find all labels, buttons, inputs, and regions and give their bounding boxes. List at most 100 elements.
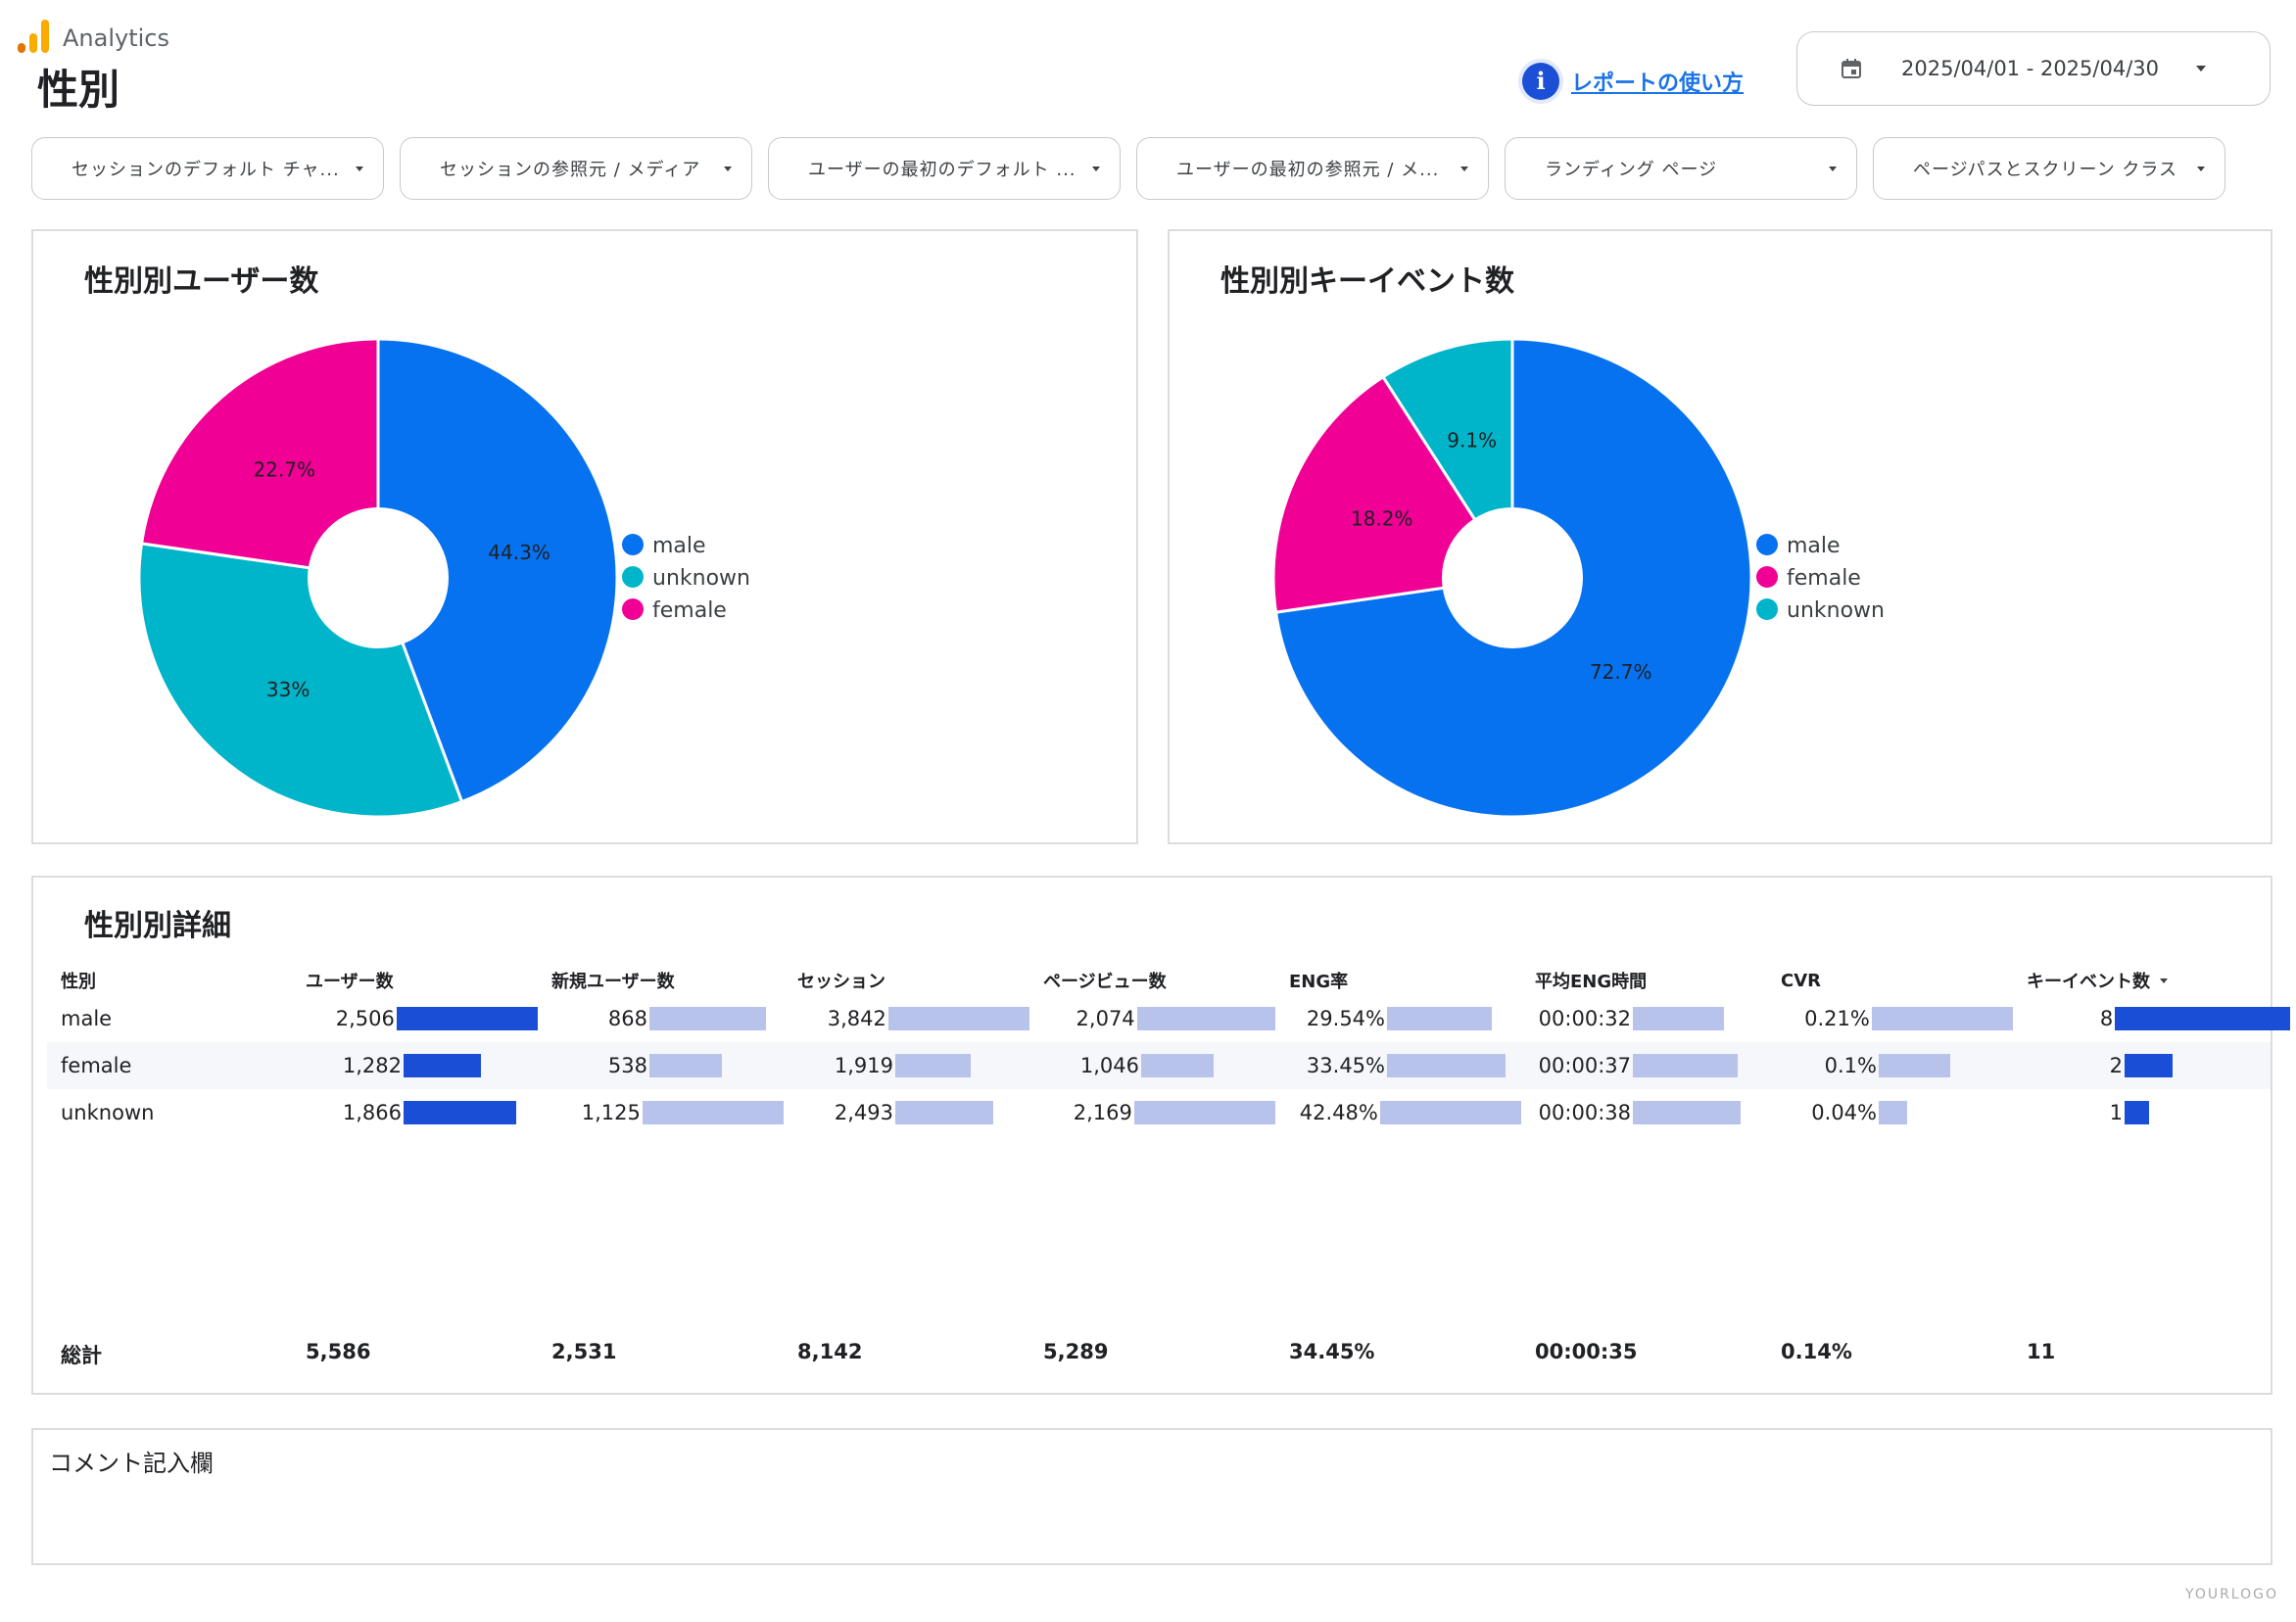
metric-bar xyxy=(1141,1054,1214,1077)
date-range-picker[interactable]: 2025/04/01 - 2025/04/30 xyxy=(1796,31,2271,106)
chevron-down-icon xyxy=(724,166,732,171)
filter-first-user-default-channel[interactable]: ユーザーの最初のデフォルト ... xyxy=(768,137,1121,200)
filter-label: ユーザーの最初の参照元 / メ... xyxy=(1176,160,1440,180)
filter-label: ユーザーの最初のデフォルト ... xyxy=(808,160,1076,180)
metric-bar xyxy=(1879,1054,1950,1077)
metric-cell: 1 xyxy=(2013,1101,2290,1124)
key-events-by-gender-chart[interactable]: 72.7% 18.2% 9.1% male female unknown xyxy=(1170,231,2271,842)
filter-session-source-medium[interactable]: セッションの参照元 / メディア xyxy=(400,137,752,200)
filter-page-path-screen-class[interactable]: ページパスとスクリーン クラス xyxy=(1873,137,2225,200)
metric-cell: 2 xyxy=(2013,1054,2290,1077)
legend-swatch-female xyxy=(622,598,644,620)
total-new-users: 2,531 xyxy=(551,1340,617,1363)
analytics-logo: Analytics xyxy=(18,14,169,53)
chevron-down-icon xyxy=(356,166,363,171)
metric-cell: 1,866 xyxy=(292,1101,538,1124)
legend-label-female[interactable]: female xyxy=(652,598,727,623)
metric-value: 1,046 xyxy=(1079,1054,1139,1077)
filter-label: ページパスとスクリーン クラス xyxy=(1913,160,2178,180)
table-row[interactable]: male 2,506 868 3,842 2,074 29.54% 00:00:32 0.21… xyxy=(47,995,2290,1042)
metric-bar xyxy=(2115,1007,2290,1030)
metric-value: 00:00:37 xyxy=(1538,1054,1631,1077)
chevron-down-icon xyxy=(1092,166,1100,171)
metric-cell: 538 xyxy=(538,1054,784,1077)
legend-label-unknown[interactable]: unknown xyxy=(652,566,750,591)
totals-label: 総計 xyxy=(61,1344,102,1367)
column-header-key-events[interactable]: キーイベント数 xyxy=(2013,968,2290,993)
metric-cell: 2,169 xyxy=(1029,1101,1275,1124)
legend-label-female[interactable]: female xyxy=(1787,566,1861,591)
help-link-label[interactable]: レポートの使い方 xyxy=(1571,72,1745,96)
metric-cell: 868 xyxy=(538,1007,784,1030)
slice-label-female: 18.2% xyxy=(1351,506,1413,530)
page-title: 性別 xyxy=(37,66,120,114)
chevron-down-icon xyxy=(1460,166,1468,171)
column-header-eng-rate[interactable]: ENG率 xyxy=(1289,972,1349,992)
date-range-value: 2025/04/01 - 2025/04/30 xyxy=(1901,57,2160,80)
column-header-sessions[interactable]: セッション xyxy=(797,972,885,992)
metric-cell: 1,919 xyxy=(784,1054,1029,1077)
metric-cell: 1,282 xyxy=(292,1054,538,1077)
metric-bar xyxy=(1871,1007,2013,1030)
metric-cell: 1,046 xyxy=(1029,1054,1275,1077)
users-by-gender-chart[interactable]: 44.3% 33% 22.7% male unknown female xyxy=(33,231,1136,842)
slice-label-unknown: 9.1% xyxy=(1447,429,1497,453)
column-header-gender[interactable]: 性別 xyxy=(61,972,96,992)
metric-value: 42.48% xyxy=(1299,1101,1378,1124)
metric-value: 2,493 xyxy=(834,1101,893,1124)
slice-label-male: 72.7% xyxy=(1590,660,1652,684)
metric-bar xyxy=(887,1007,1029,1030)
total-cvr: 0.14% xyxy=(1781,1340,1852,1363)
metric-cell: 0.1% xyxy=(1767,1054,2013,1077)
metric-bar xyxy=(649,1054,722,1077)
filter-session-default-channel[interactable]: セッションのデフォルト チャ... xyxy=(31,137,384,200)
legend-label-unknown[interactable]: unknown xyxy=(1787,598,1885,623)
metric-cell: 00:00:38 xyxy=(1521,1101,1767,1124)
comment-box[interactable]: コメント記入欄 xyxy=(31,1428,2272,1565)
metric-value: 1,282 xyxy=(342,1054,402,1077)
legend-swatch-unknown xyxy=(1756,598,1778,620)
legend-label-male[interactable]: male xyxy=(1787,534,1841,558)
metric-bar xyxy=(404,1054,481,1077)
metric-cell: 3,842 xyxy=(784,1007,1029,1030)
pie-slice-female[interactable] xyxy=(139,337,380,580)
filter-landing-page[interactable]: ランディング ページ xyxy=(1505,137,1857,200)
filter-bar: セッションのデフォルト チャ... セッションの参照元 / メディア ユーザーの… xyxy=(31,137,2225,200)
metric-bar xyxy=(895,1101,993,1124)
column-header-cvr[interactable]: CVR xyxy=(1781,970,1822,991)
metric-bar xyxy=(895,1054,971,1077)
table-row[interactable]: female 1,282 538 1,919 1,046 33.45% 00:00:37 0.… xyxy=(47,1042,2271,1089)
pie-slice-male[interactable] xyxy=(376,337,619,804)
metric-value: 29.54% xyxy=(1306,1007,1385,1030)
table-title: 性別別詳細 xyxy=(84,909,231,943)
metric-value: 2,506 xyxy=(335,1007,395,1030)
metric-cell: 2,506 xyxy=(292,1007,538,1030)
legend-label-male[interactable]: male xyxy=(652,534,706,558)
column-header-avg-eng-time[interactable]: 平均ENG時間 xyxy=(1535,972,1648,992)
metric-bar xyxy=(1136,1007,1275,1030)
metric-bar xyxy=(2125,1101,2149,1124)
chevron-down-icon xyxy=(2196,66,2207,72)
column-header-users[interactable]: ユーザー数 xyxy=(306,972,394,992)
column-header-key-events-label: キーイベント数 xyxy=(2027,972,2150,992)
metric-cell: 42.48% xyxy=(1275,1101,1521,1124)
table-row[interactable]: unknown 1,866 1,125 2,493 2,169 42.48% 00:00:3… xyxy=(47,1089,2271,1136)
column-header-new-users[interactable]: 新規ユーザー数 xyxy=(551,972,675,992)
filter-label: セッションの参照元 / メディア xyxy=(440,160,701,180)
total-page-views: 5,289 xyxy=(1043,1340,1109,1363)
filter-first-user-source-medium[interactable]: ユーザーの最初の参照元 / メ... xyxy=(1136,137,1489,200)
chevron-down-icon xyxy=(1829,166,1837,171)
column-header-page-views[interactable]: ページビュー数 xyxy=(1043,972,1167,992)
gender-detail-table-card: 性別別詳細 性別 ユーザー数 新規ユーザー数 セッション ページビュー数 ENG… xyxy=(31,876,2290,1395)
users-by-gender-card: 性別別ユーザー数 44.3% 33% 22.7% male unknown female xyxy=(31,229,1138,844)
chevron-down-icon xyxy=(2197,166,2205,171)
report-help-link[interactable]: i レポートの使い方 xyxy=(1522,63,1744,100)
metric-cell: 1,125 xyxy=(538,1101,784,1124)
metric-value: 538 xyxy=(607,1054,647,1077)
metric-bar xyxy=(404,1101,516,1124)
slice-label-male: 44.3% xyxy=(488,541,550,564)
metric-bar xyxy=(1387,1007,1492,1030)
legend-swatch-male xyxy=(1756,534,1778,555)
table-totals-row: 総計 5,586 2,531 8,142 5,289 34.45% 00:00:… xyxy=(47,1340,2271,1369)
total-sessions: 8,142 xyxy=(797,1340,863,1363)
